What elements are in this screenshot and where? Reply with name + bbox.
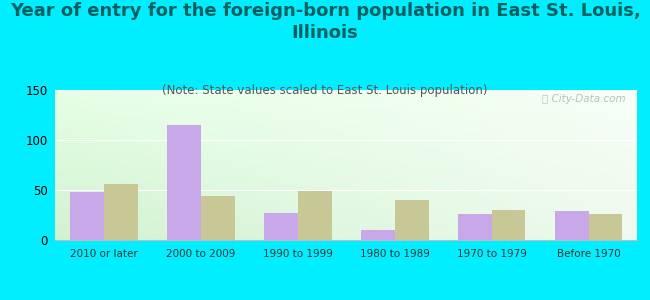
- Bar: [458, 214, 491, 240]
- Bar: [167, 125, 201, 240]
- Bar: [104, 184, 138, 240]
- Bar: [554, 211, 588, 240]
- Bar: [70, 192, 104, 240]
- Legend: East St. Louis, Illinois: East St. Louis, Illinois: [242, 298, 450, 300]
- Bar: [588, 214, 623, 240]
- Bar: [201, 196, 235, 240]
- Text: (Note: State values scaled to East St. Louis population): (Note: State values scaled to East St. L…: [162, 84, 488, 97]
- Bar: [361, 230, 395, 240]
- Bar: [298, 191, 332, 240]
- Bar: [395, 200, 428, 240]
- Bar: [491, 210, 525, 240]
- Bar: [264, 213, 298, 240]
- Text: ⓘ City-Data.com: ⓘ City-Data.com: [541, 94, 625, 104]
- Text: Year of entry for the foreign-born population in East St. Louis,
Illinois: Year of entry for the foreign-born popul…: [10, 2, 640, 42]
